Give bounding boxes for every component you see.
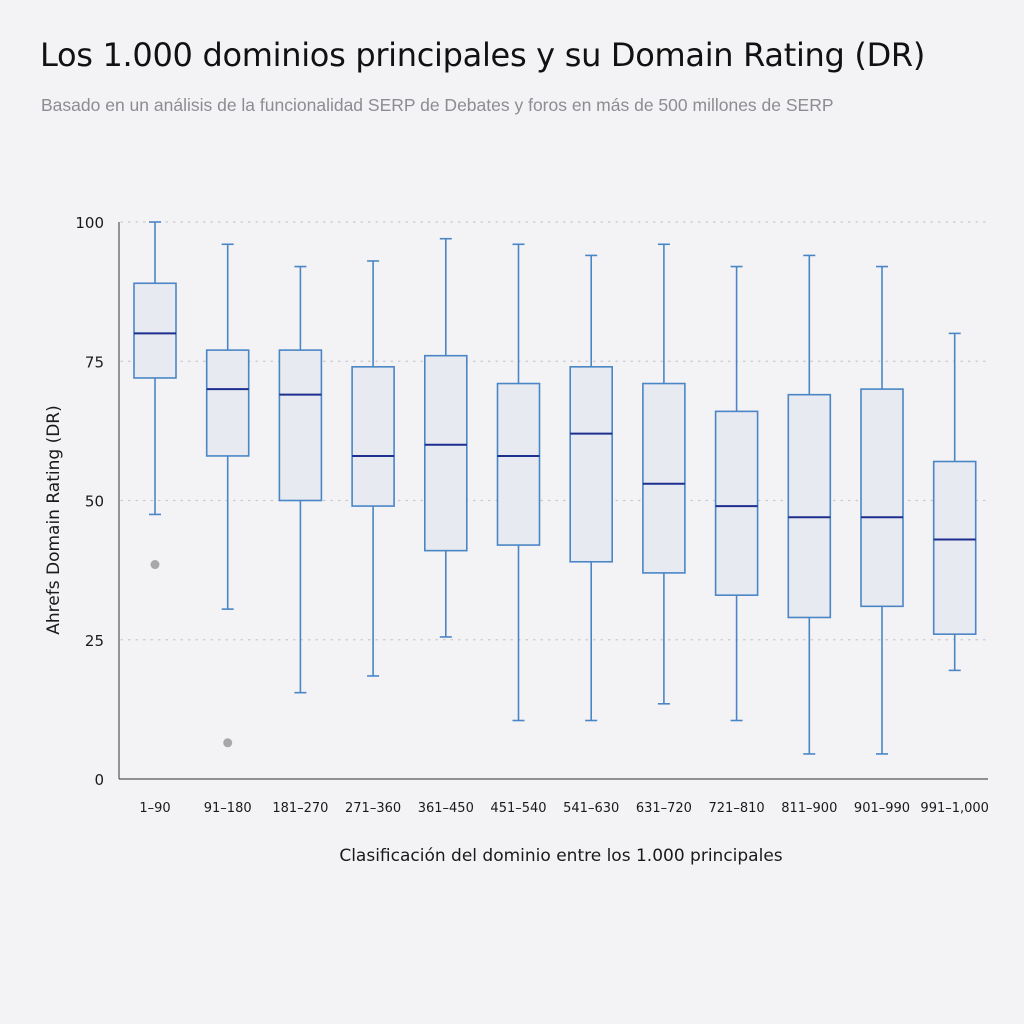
iqr-box <box>714 410 759 596</box>
box-group <box>787 254 832 755</box>
box-group <box>642 243 686 705</box>
box-group <box>496 243 541 722</box>
outlier-point <box>223 738 233 748</box>
x-tick-label: 541–630 <box>563 801 619 816</box>
box-group <box>423 237 468 638</box>
x-tick-label: 991–1,000 <box>920 801 989 816</box>
x-tick-label: 901–990 <box>854 801 910 816</box>
box-group <box>205 243 250 748</box>
x-tick-labels: 1–90 91–180 181–270 271–360 361–450 451–540 54… <box>139 801 989 816</box>
box-group <box>932 332 977 672</box>
chart-subtitle: Basado en un análisis de la funcionalida… <box>41 95 834 115</box>
chart-title: Los 1.000 dominios principales y su Doma… <box>40 36 926 74</box>
x-tick-label: 631–720 <box>636 801 692 816</box>
x-tick-label: 271–360 <box>345 801 401 816</box>
box-group <box>278 265 323 694</box>
x-tick-label: 451–540 <box>490 801 546 816</box>
iqr-box <box>932 460 977 635</box>
gridlines <box>120 221 989 641</box>
y-axis-label: Ahrefs Domain Rating (DR) <box>44 405 64 634</box>
box-group <box>133 221 177 570</box>
y-tick-label: 50 <box>85 493 104 511</box>
y-tick-label: 100 <box>75 214 104 232</box>
x-tick-label: 811–900 <box>781 801 837 816</box>
iqr-box <box>278 349 323 502</box>
iqr-box <box>642 382 686 574</box>
x-tick-label: 361–450 <box>418 801 474 816</box>
iqr-box <box>423 354 468 552</box>
box-group <box>714 265 759 722</box>
box-group <box>860 265 904 755</box>
iqr-box <box>351 366 395 507</box>
box-group <box>569 254 614 722</box>
y-tick-label: 0 <box>94 771 104 789</box>
iqr-box <box>205 349 250 457</box>
x-tick-label: 181–270 <box>272 801 328 816</box>
outlier-point <box>150 560 160 570</box>
y-tick-labels: 0 25 50 75 100 <box>75 214 104 789</box>
iqr-box <box>133 282 177 379</box>
y-tick-label: 25 <box>85 632 104 650</box>
y-tick-label: 75 <box>85 353 104 371</box>
iqr-box <box>569 366 614 563</box>
axes <box>118 222 988 780</box>
x-tick-label: 721–810 <box>709 801 765 816</box>
x-axis-label: Clasificación del dominio entre los 1.00… <box>339 846 782 866</box>
x-tick-label: 91–180 <box>204 801 252 816</box>
boxes <box>133 221 977 755</box>
iqr-box <box>787 393 832 619</box>
x-tick-label: 1–90 <box>139 801 170 816</box>
box-group <box>351 260 395 677</box>
iqr-box <box>860 388 904 608</box>
iqr-box <box>496 382 541 546</box>
